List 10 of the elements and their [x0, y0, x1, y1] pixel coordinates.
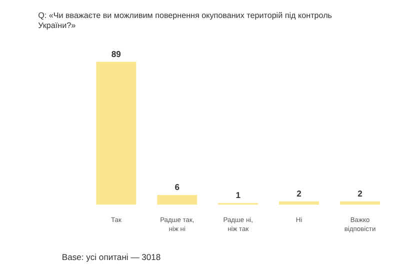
- bar: [279, 201, 320, 205]
- text: Base: усі опитані — 3018: [62, 252, 161, 262]
- data-label: 1: [236, 190, 241, 200]
- bar: [96, 62, 136, 205]
- bar: [157, 194, 198, 205]
- data-label: 6: [174, 182, 180, 192]
- data-label: 89: [111, 48, 122, 59]
- data-label: 2: [296, 188, 302, 199]
- data-label: 2: [358, 188, 363, 199]
- bar: [340, 201, 380, 205]
